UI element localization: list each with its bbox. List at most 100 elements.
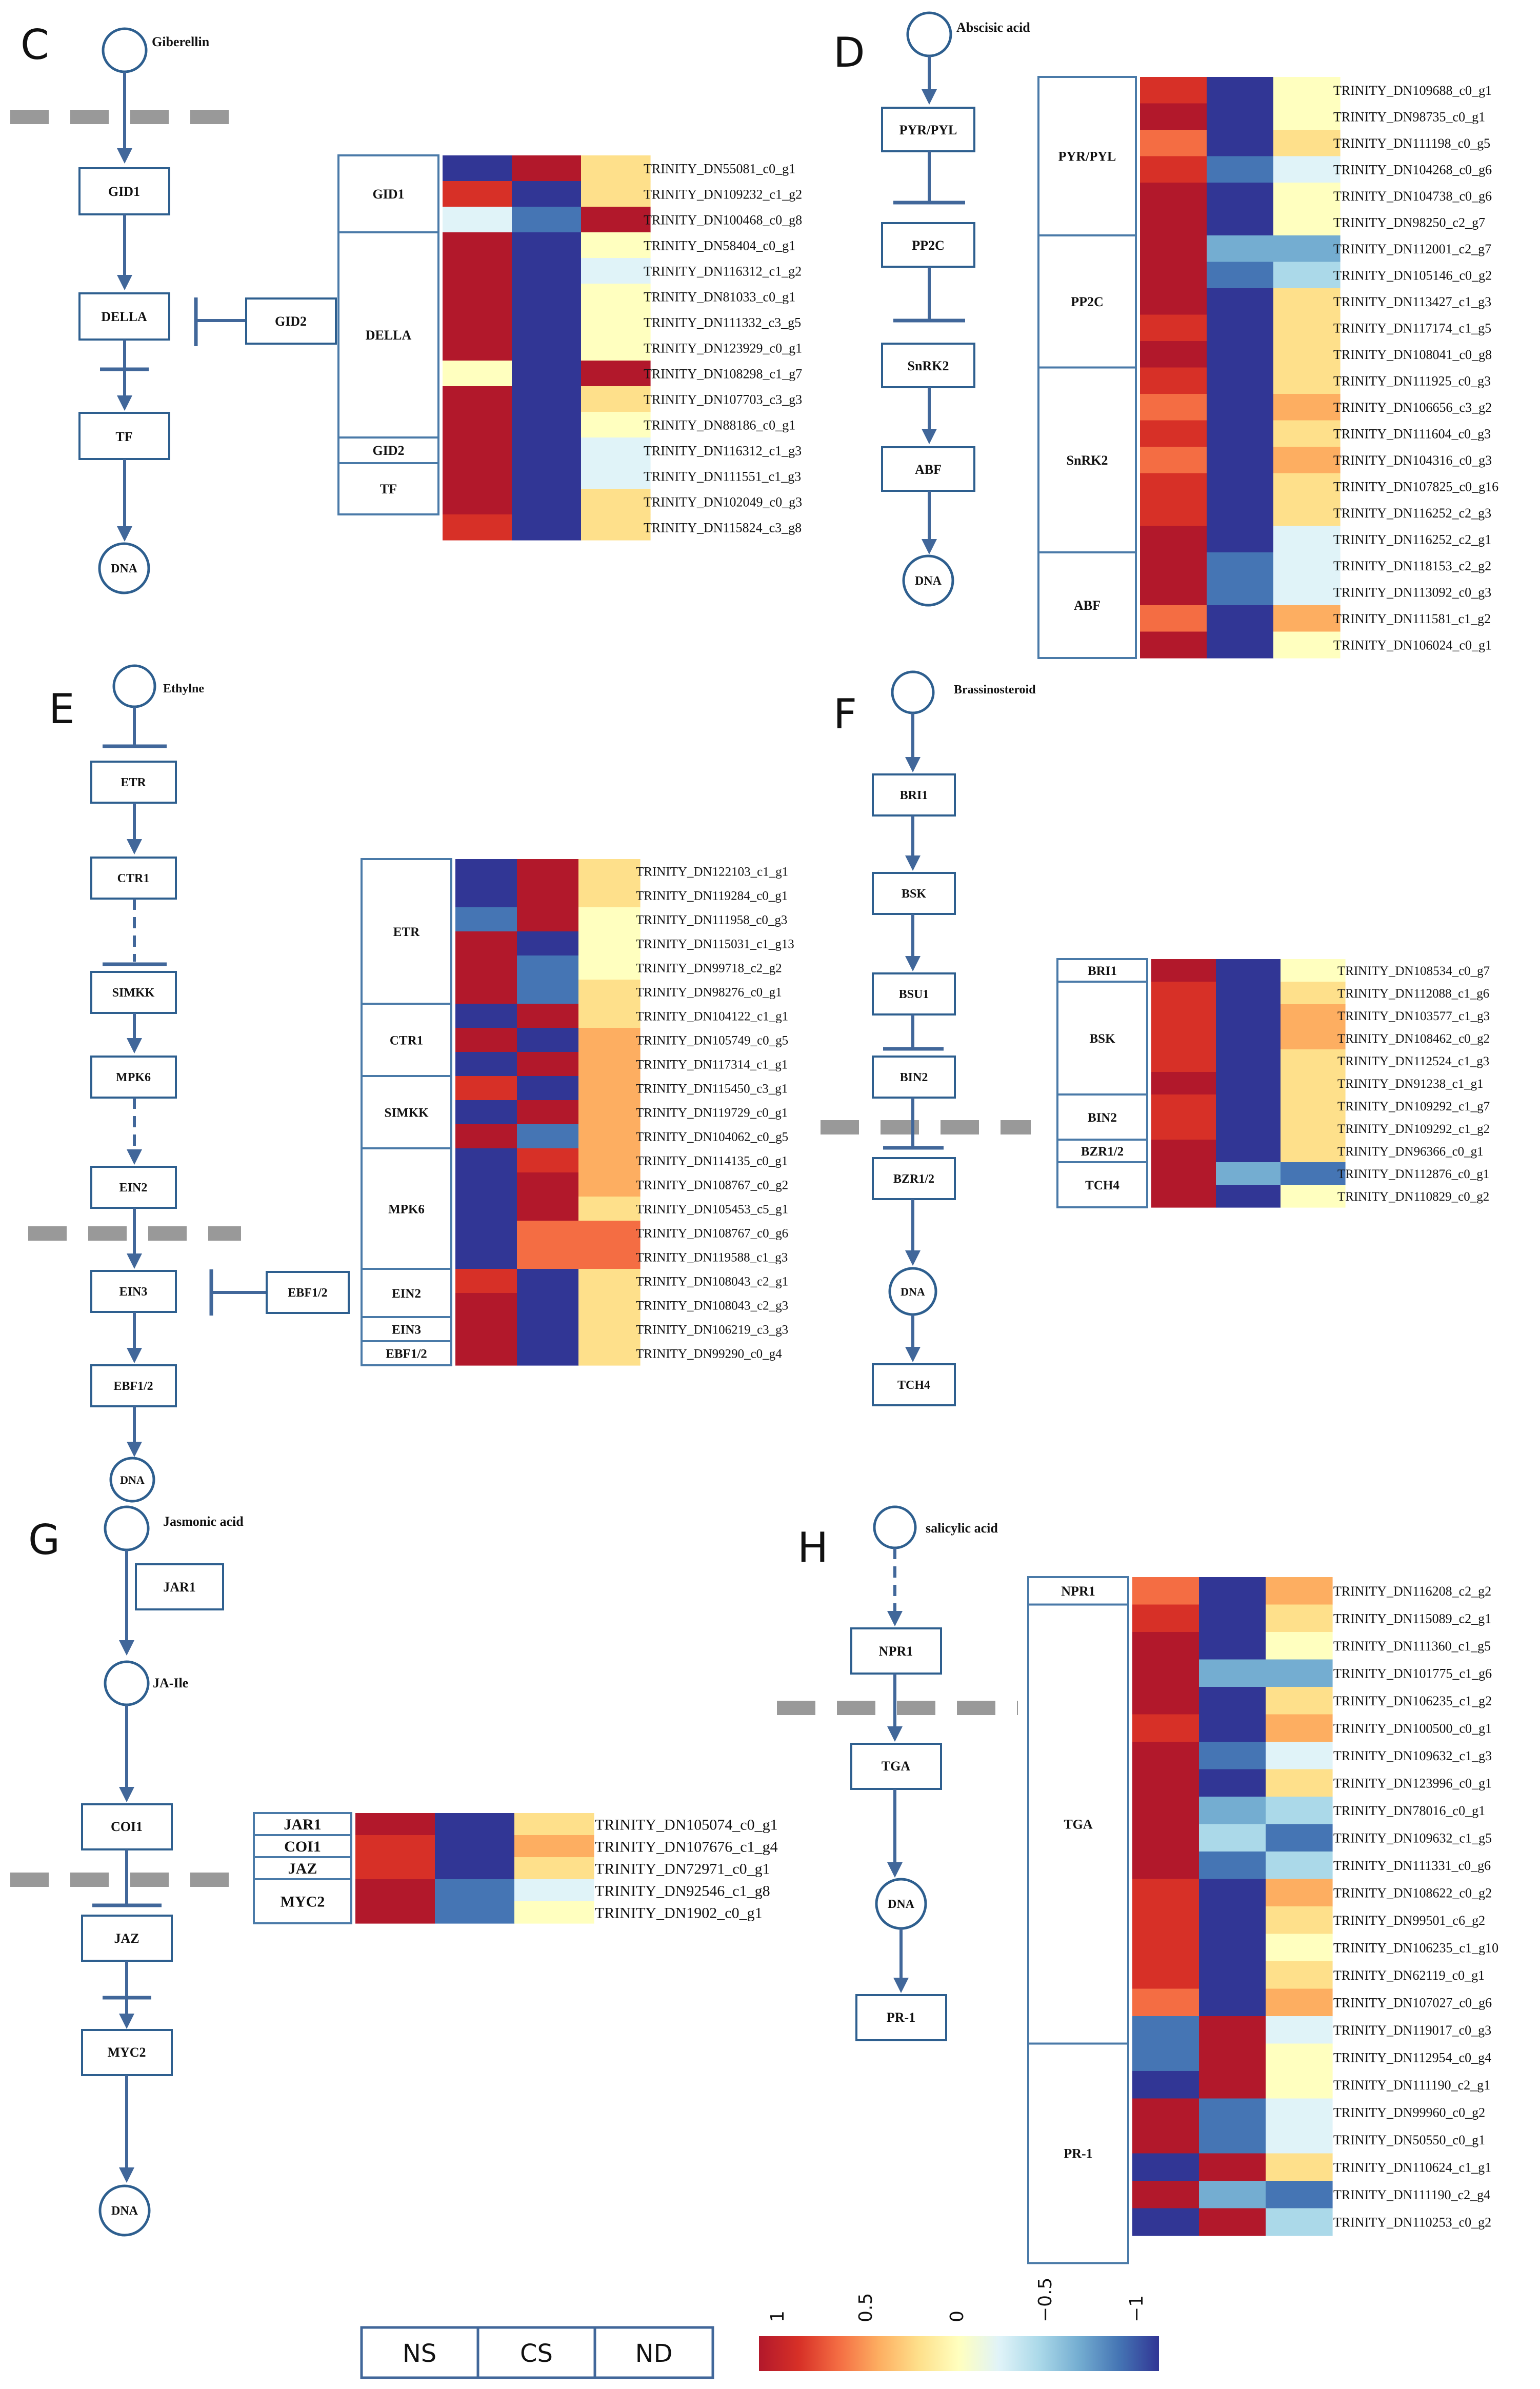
- group-box: [1056, 1161, 1148, 1208]
- heatmap-cell: [1140, 130, 1207, 157]
- heatmap-cell: [517, 907, 579, 932]
- gene-label: TRINITY_DN109632_c1_g3: [1333, 1748, 1492, 1763]
- scale-tick: 0: [947, 2311, 968, 2322]
- heatmap: BRI1 BSK BIN2 BZR1/2 TCH4 TRINITY_DN108534_c0…: [1056, 958, 1490, 1208]
- heatmap-cell: [578, 931, 641, 956]
- heatmap-cell: [1132, 1604, 1199, 1633]
- heatmap-cell: [1207, 447, 1274, 474]
- heatmap-cell: [1140, 103, 1207, 130]
- heatmap-cell: [517, 1293, 579, 1318]
- panel-letter: F: [833, 690, 857, 738]
- gene-label: TRINITY_DN112001_c2_g7: [1333, 242, 1491, 256]
- heatmap-cell: [443, 361, 512, 387]
- heatmap-cell: [517, 1245, 579, 1269]
- group-box: [337, 462, 439, 515]
- heatmap-cell: [1199, 1604, 1266, 1633]
- heatmap-cell: [512, 284, 582, 310]
- heatmap-cell: [1132, 1659, 1199, 1687]
- gene-label: TRINITY_DN102049_c0_g3: [644, 494, 802, 509]
- ligand-circle: [104, 1660, 150, 1706]
- heatmap-cell: [1140, 552, 1207, 580]
- heatmap-cell: [1132, 1687, 1199, 1715]
- heatmap-cell: [512, 437, 582, 464]
- gene-label: TRINITY_DN108462_c0_g2: [1337, 1032, 1490, 1046]
- heatmap: ETR CTR1 SIMKK MPK6 EIN2 EIN3 EBF1/2 TRINITY_DN…: [361, 858, 794, 1366]
- heatmap-cell: [443, 437, 512, 464]
- node-label: MYC2: [107, 2045, 146, 2060]
- legend-label-cs: CS: [520, 2339, 553, 2368]
- heatmap-cell: [1207, 394, 1274, 421]
- gene-label: TRINITY_DN111190_c2_g4: [1333, 2187, 1490, 2202]
- heatmap-cell: [1216, 1162, 1281, 1185]
- heatmap-cell: [578, 1221, 641, 1245]
- group-label: PR-1: [1064, 2146, 1092, 2161]
- group-box: [1027, 2042, 1129, 2264]
- heatmap-cell: [1266, 1797, 1333, 1825]
- heatmap-cell: [1140, 631, 1207, 659]
- node-box: [90, 1270, 177, 1313]
- heatmap-cell: [443, 258, 512, 284]
- heatmap-cell: [581, 258, 651, 284]
- heatmap-cell: [435, 1813, 515, 1836]
- ligand-circle: [873, 1505, 917, 1549]
- heatmap-cell: [581, 361, 651, 387]
- gene-label: TRINITY_DN117314_c1_g1: [636, 1058, 788, 1072]
- heatmap-cell: [1207, 183, 1274, 210]
- side-node-box: [266, 1271, 350, 1314]
- heatmap-cell: [1273, 552, 1341, 580]
- gene-label: TRINITY_DN99501_c6_g2: [1333, 1913, 1485, 1928]
- side-node-box: [245, 297, 337, 345]
- heatmap-cell: [517, 1076, 579, 1101]
- ligand-circle: [102, 27, 148, 73]
- gene-label: TRINITY_DN104122_c1_g1: [636, 1010, 788, 1024]
- heatmap-cell: [1273, 156, 1341, 183]
- group-label: TF: [380, 482, 397, 496]
- gene-label: TRINITY_DN109292_c1_g7: [1337, 1100, 1490, 1113]
- gene-label: TRINITY_DN108622_c0_g2: [1333, 1886, 1492, 1901]
- heatmap-cell: [1199, 1714, 1266, 1742]
- node-label: GID1: [108, 184, 140, 199]
- panel-f: F Brassinosteroid BRI1 BSK BSU1 BIN2 BZR…: [821, 670, 1490, 1406]
- ligand-label: Giberellin: [152, 34, 210, 49]
- ligand-circle: [104, 1505, 150, 1551]
- heatmap-cell: [1140, 394, 1207, 421]
- dna-label: DNA: [111, 2204, 138, 2218]
- heatmap-cell: [1132, 2181, 1199, 2209]
- heatmap-cell: [1281, 1140, 1346, 1163]
- dna-circle: [98, 2184, 151, 2237]
- node-box: [872, 1363, 956, 1406]
- heatmap-cell: [1266, 2181, 1333, 2209]
- gene-label: TRINITY_DN104062_c0_g5: [636, 1130, 788, 1144]
- heatmap-cell: [455, 1124, 517, 1149]
- group-label: MPK6: [388, 1202, 425, 1216]
- heatmap-cell: [1266, 1852, 1333, 1880]
- group-label: EIN2: [392, 1287, 421, 1301]
- heatmap-cell: [1273, 341, 1341, 368]
- heatmap-cell: [1199, 1769, 1266, 1797]
- heatmap-cell: [1151, 1072, 1216, 1095]
- dna-label: DNA: [120, 1474, 145, 1486]
- group-label: GID1: [372, 187, 404, 202]
- heatmap-cell: [1132, 1852, 1199, 1880]
- heatmap-cell: [512, 309, 582, 335]
- heatmap-cell: [455, 1197, 517, 1221]
- node-box: [872, 1056, 956, 1099]
- heatmap-cell: [1266, 1604, 1333, 1633]
- gene-label: TRINITY_DN106235_c1_g2: [1333, 1694, 1492, 1708]
- heatmap-cell: [1273, 288, 1341, 315]
- heatmap-cell: [1216, 1072, 1281, 1095]
- heatmap-cell: [581, 437, 651, 464]
- ligand-label: JA-Ile: [153, 1676, 188, 1690]
- heatmap-cell: [512, 258, 582, 284]
- heatmap-cell: [578, 1197, 641, 1221]
- ligand-label: Abscisic acid: [956, 20, 1030, 35]
- heatmap-cell: [1207, 605, 1274, 632]
- heatmap-cell: [517, 1221, 579, 1245]
- heatmap-cell: [1140, 500, 1207, 527]
- heatmap-cell: [1266, 1659, 1333, 1687]
- heatmap-cell: [1132, 2071, 1199, 2099]
- dna-circle: [902, 554, 954, 607]
- heatmap-cell: [1132, 1824, 1199, 1852]
- heatmap-cell: [514, 1835, 594, 1858]
- heatmap-cell: [1207, 367, 1274, 394]
